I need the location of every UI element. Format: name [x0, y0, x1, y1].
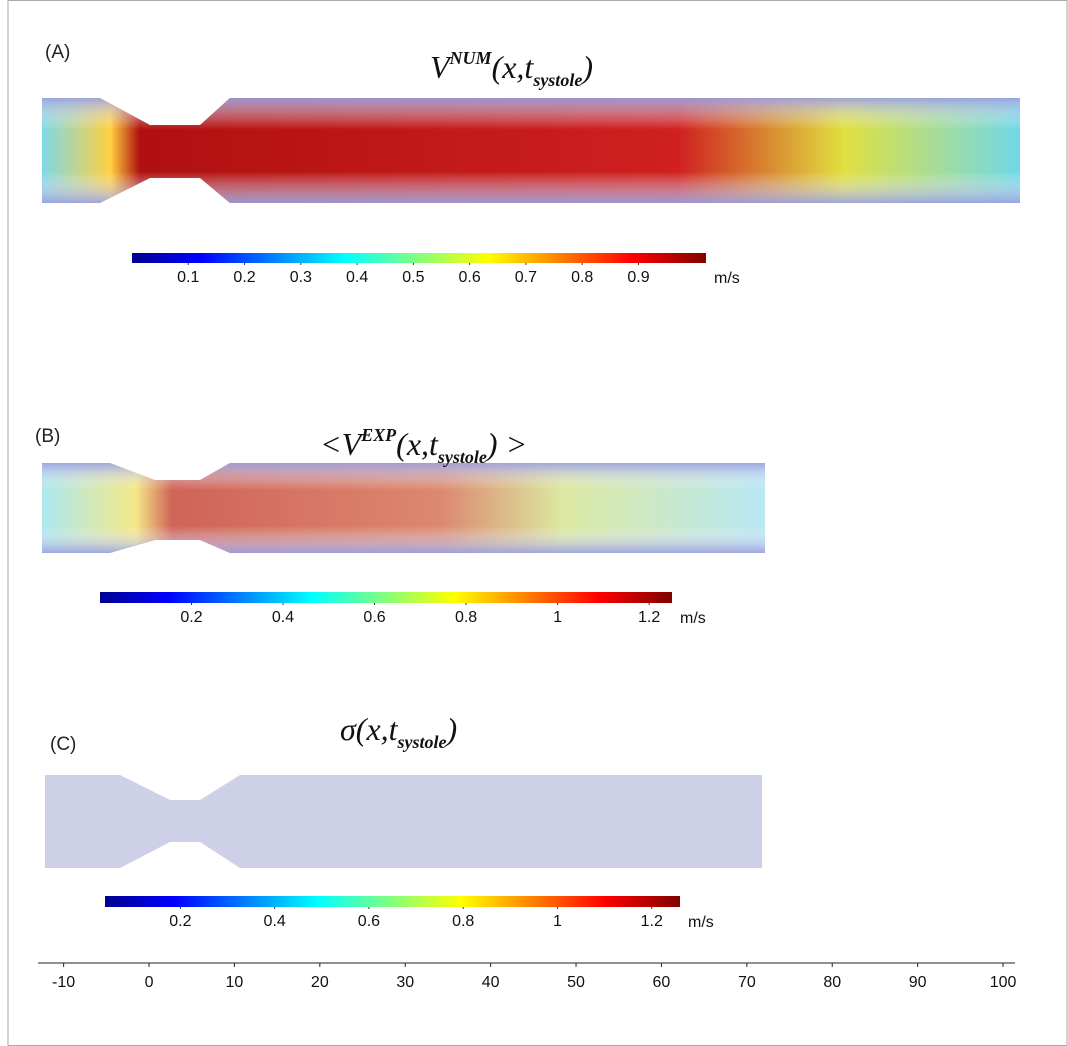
colorbar-unit: m/s	[714, 270, 740, 287]
title-sup: NUM	[449, 48, 493, 68]
colorbar-tick-label: 1	[553, 609, 562, 626]
colorbar-tick-label: 0.7	[515, 269, 537, 286]
x-tick-label: 90	[909, 974, 927, 991]
colorbar-tick-label: 0.8	[452, 913, 474, 930]
colorbar-unit: m/s	[680, 610, 706, 627]
flow-c	[45, 775, 762, 868]
colorbar-tick-label: 0.6	[459, 269, 481, 286]
colorbar-tick-label: 0.5	[402, 269, 424, 286]
colorbar-tick-label: 0.1	[177, 269, 199, 286]
colorbar-tick-label: 0.2	[169, 913, 191, 930]
title-sub: systole	[437, 447, 487, 467]
colorbar-tick-label: 0.3	[290, 269, 312, 286]
colorbar-tick-label: 1.2	[638, 609, 660, 626]
flow-b	[42, 463, 765, 553]
colorbar-tick-label: 0.6	[358, 913, 380, 930]
title-pre: σ(x,t	[340, 711, 399, 747]
colorbar	[132, 253, 706, 263]
panel-label: (C)	[50, 734, 76, 755]
title-post: )	[445, 711, 458, 747]
x-tick-label: 0	[145, 974, 154, 991]
colorbar-tick-label: 0.4	[264, 913, 286, 930]
colorbar-tick-label: 0.2	[233, 269, 255, 286]
colorbar-tick-label: 0.6	[363, 609, 385, 626]
colorbar	[100, 592, 672, 603]
title-pre: V	[430, 49, 453, 85]
title-pre: <V	[320, 426, 365, 462]
x-tick-label: 30	[396, 974, 414, 991]
x-tick-label: 20	[311, 974, 329, 991]
colorbar-tick-label: 0.4	[346, 269, 368, 286]
colorbar-tick-label: 0.4	[272, 609, 294, 626]
colorbar-unit: m/s	[688, 914, 714, 931]
flow-a	[42, 98, 1020, 203]
panel-label: (B)	[35, 426, 60, 447]
title-post: )	[580, 49, 593, 85]
colorbar-tick-label: 0.9	[627, 269, 649, 286]
colorbar	[105, 896, 680, 907]
colorbar-tick-label: 0.8	[455, 609, 477, 626]
x-tick-label: 100	[990, 974, 1017, 991]
panel-title: <VEXP(x,tsystole) >	[320, 425, 527, 467]
title-post: ) >	[485, 426, 527, 462]
colorbar-tick-label: 0.2	[180, 609, 202, 626]
title-sub: systole	[532, 70, 582, 90]
x-tick-label: 70	[738, 974, 756, 991]
colorbar-tick-label: 0.8	[571, 269, 593, 286]
colorbar-tick-label: 1	[553, 913, 562, 930]
x-tick-label: -10	[52, 974, 75, 991]
panel-label: (A)	[45, 42, 70, 63]
title-mid: (x,t	[492, 49, 535, 85]
x-tick-label: 50	[567, 974, 585, 991]
x-tick-label: 60	[653, 974, 671, 991]
title-sub: systole	[397, 732, 447, 752]
x-tick-label: 80	[823, 974, 841, 991]
colorbar-tick-label: 1.2	[641, 913, 663, 930]
panel-title: VNUM(x,tsystole)	[430, 48, 593, 90]
x-tick-label: 10	[226, 974, 244, 991]
panel-title: σ(x,tsystole)	[340, 711, 457, 752]
x-tick-label: 40	[482, 974, 500, 991]
title-sup: EXP	[360, 425, 397, 445]
title-mid: (x,t	[396, 426, 439, 462]
